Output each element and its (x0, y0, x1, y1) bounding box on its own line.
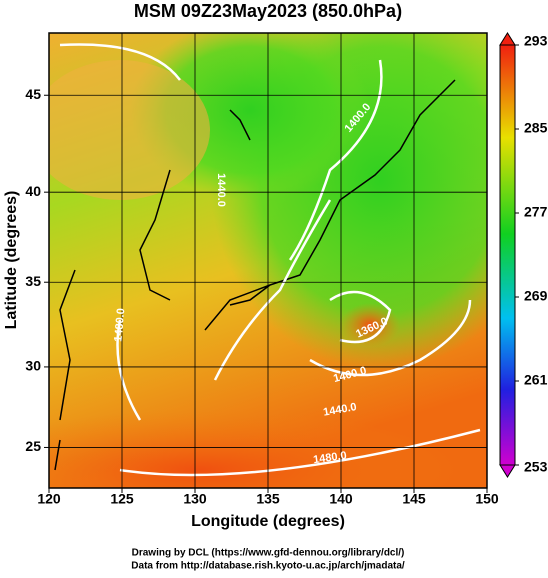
y-tick-label: 35 (25, 273, 41, 289)
x-tick-label: 140 (329, 491, 353, 507)
colorbar-tick-label: 285 (524, 120, 548, 136)
colorbar-min-arrow (499, 464, 516, 478)
footer-line: Drawing by DCL (https://www.gfd-dennou.o… (132, 548, 405, 559)
y-tick-label: 25 (25, 438, 41, 454)
x-tick-label: 145 (402, 491, 426, 507)
colorbar-tick-label: 269 (524, 288, 548, 304)
x-axis-label: Longitude (degrees) (191, 513, 345, 530)
colorbar-tick-label: 261 (524, 372, 548, 388)
x-tick-label: 150 (475, 491, 499, 507)
colorbar-max-arrow (499, 32, 516, 46)
contour-label: 1440.0 (322, 401, 357, 419)
y-tick-label: 30 (25, 358, 41, 374)
colorbar (499, 44, 516, 466)
contour-label: 1480.0 (312, 450, 347, 467)
colorbar-tick-label: 277 (524, 204, 548, 220)
chart-title: MSM 09Z23May2023 (850.0hPa) (134, 1, 402, 21)
contour-label: 1440.0 (215, 173, 227, 207)
y-axis-label: Latitude (degrees) (3, 191, 20, 330)
footer-line: Data from http://database.rish.kyoto-u.a… (131, 561, 405, 572)
colorbar-tick-label: 253 (524, 459, 548, 475)
x-tick-label: 120 (37, 491, 61, 507)
y-tick-label: 40 (25, 183, 41, 199)
contour-label: 1480.0 (112, 308, 127, 343)
x-tick-label: 125 (110, 491, 134, 507)
x-tick-label: 130 (183, 491, 207, 507)
y-tick-label: 45 (25, 86, 41, 102)
colorbar-tick-label: 293 (524, 33, 548, 49)
field (49, 33, 487, 488)
x-tick-label: 135 (256, 491, 280, 507)
